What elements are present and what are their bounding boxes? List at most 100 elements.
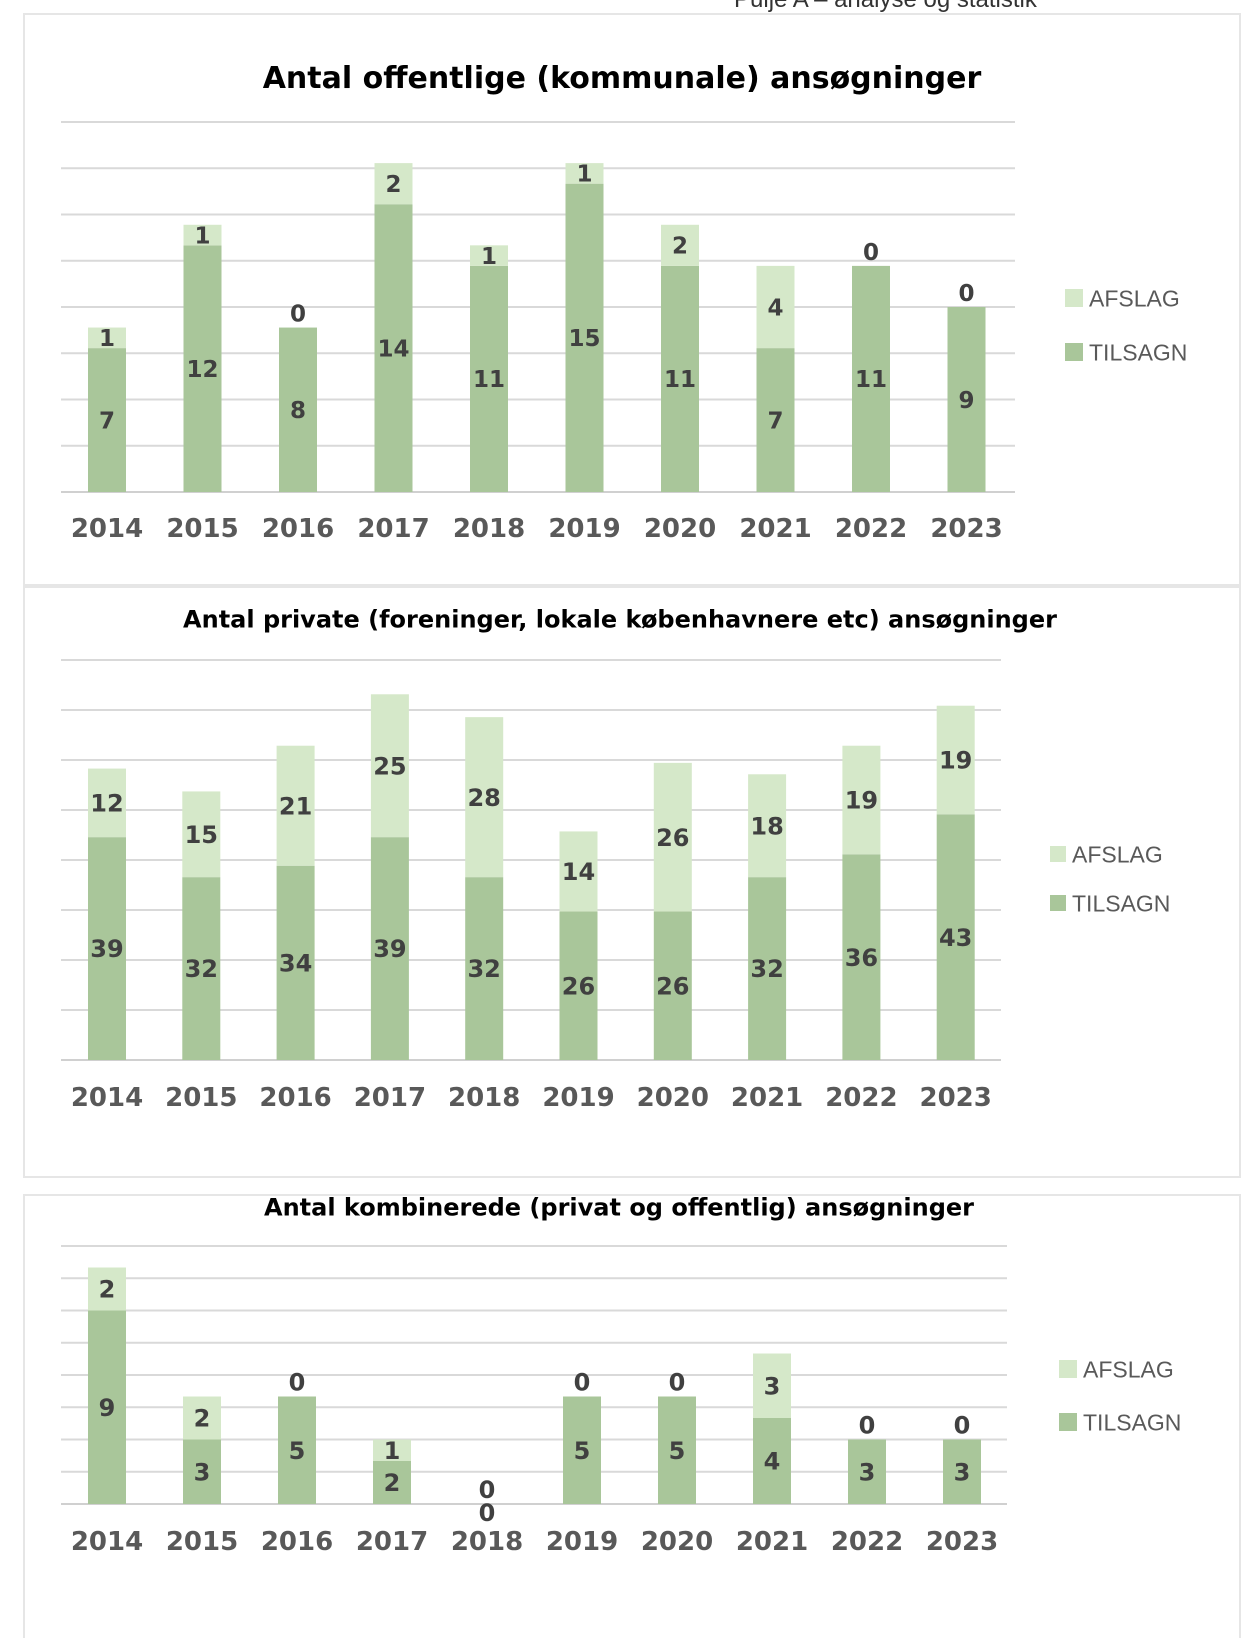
data-label-afslag-2022: 0 [859, 1412, 876, 1440]
data-label-tilsagn-2021: 4 [764, 1448, 781, 1476]
bar-tilsagn-2016 [279, 327, 317, 492]
data-label-afslag-2014: 12 [90, 789, 123, 817]
data-label-tilsagn-2019: 15 [568, 326, 600, 352]
data-label-afslag-2016: 0 [289, 1369, 306, 1397]
data-label-afslag-2022: 19 [845, 787, 878, 815]
bar-tilsagn-2019 [565, 183, 604, 492]
bar-tilsagn-2016 [276, 865, 315, 1060]
x-tick-label-2014: 2014 [71, 1083, 143, 1113]
legend-swatch-tilsagn [1050, 895, 1066, 911]
data-label-afslag-2023: 0 [958, 281, 974, 307]
x-tick-label-2022: 2022 [835, 514, 907, 544]
chart-title: Antal private (foreninger, lokale københ… [183, 605, 1057, 633]
x-tick-label-2017: 2017 [354, 1083, 426, 1113]
data-label-afslag-2018: 28 [467, 784, 500, 812]
bar-afslag-2018 [470, 245, 508, 266]
x-tick-label-2021: 2021 [736, 1527, 808, 1557]
bar-tilsagn-2021 [756, 348, 795, 492]
bar-tilsagn-2022 [848, 1439, 886, 1504]
x-tick-label-2020: 2020 [637, 1083, 709, 1113]
data-label-afslag-2014: 2 [99, 1276, 116, 1304]
legend-label-tilsagn: TILSAGN [1072, 890, 1170, 916]
bar-afslag-2018 [465, 717, 504, 878]
legend-swatch-afslag [1050, 846, 1066, 862]
data-label-afslag-2015: 1 [194, 223, 210, 249]
bar-tilsagn-2015 [183, 245, 222, 492]
chart-panel-kombinerede: Antal kombinerede (privat og offentlig) … [23, 1193, 1241, 1638]
data-label-afslag-2015: 2 [194, 1405, 211, 1433]
x-tick-label-2023: 2023 [920, 1083, 992, 1113]
bar-tilsagn-2018 [465, 877, 504, 1060]
page-header: Pulje A – analyse og statistik [734, 0, 1037, 14]
bar-afslag-2015 [182, 791, 221, 878]
bar-afslag-2017 [373, 1439, 411, 1461]
data-label-tilsagn-2022: 36 [845, 944, 878, 972]
bar-afslag-2023 [936, 705, 975, 815]
legend-swatch-afslag [1065, 289, 1083, 307]
bar-tilsagn-2017 [373, 1461, 411, 1504]
bar-afslag-2016 [276, 745, 315, 866]
legend-label-afslag: AFSLAG [1089, 285, 1180, 311]
bar-tilsagn-2021 [753, 1418, 791, 1504]
x-tick-label-2022: 2022 [825, 1083, 897, 1113]
legend-label-tilsagn: TILSAGN [1083, 1409, 1181, 1435]
bar-afslag-2021 [748, 774, 787, 878]
data-label-afslag-2017: 2 [385, 172, 401, 198]
data-label-tilsagn-2017: 2 [384, 1469, 401, 1497]
data-label-afslag-2014: 1 [99, 326, 115, 352]
bar-afslag-2022 [842, 745, 881, 855]
data-label-tilsagn-2015: 3 [194, 1458, 211, 1486]
bar-tilsagn-2016 [278, 1396, 316, 1504]
x-tick-label-2019: 2019 [548, 514, 620, 544]
bar-afslag-2015 [183, 224, 222, 246]
legend-swatch-tilsagn [1059, 1413, 1077, 1431]
data-label-tilsagn-2023: 3 [954, 1458, 971, 1486]
bar-tilsagn-2019 [563, 1396, 601, 1504]
bar-tilsagn-2019 [559, 911, 598, 1060]
bar-afslag-2020 [661, 224, 699, 266]
data-label-afslag-2016: 0 [290, 302, 306, 328]
x-tick-label-2023: 2023 [930, 514, 1002, 544]
data-label-tilsagn-2016: 8 [290, 398, 306, 424]
data-label-afslag-2017: 25 [373, 752, 406, 780]
legend-label-tilsagn: TILSAGN [1089, 339, 1187, 365]
data-label-tilsagn-2014: 7 [99, 408, 115, 434]
bar-tilsagn-2014 [88, 1310, 126, 1504]
data-label-afslag-2021: 4 [767, 295, 783, 321]
x-tick-label-2018: 2018 [453, 514, 525, 544]
bar-tilsagn-2021 [748, 877, 787, 1060]
x-tick-label-2020: 2020 [644, 514, 716, 544]
data-label-tilsagn-2016: 34 [279, 949, 312, 977]
data-label-tilsagn-2019: 26 [562, 972, 595, 1000]
data-label-tilsagn-2022: 11 [855, 367, 887, 393]
legend-label-afslag: AFSLAG [1072, 841, 1163, 867]
bar-tilsagn-2020 [661, 265, 699, 492]
x-tick-label-2014: 2014 [71, 514, 143, 544]
data-label-afslag-2015: 15 [185, 821, 218, 849]
legend-label-afslag: AFSLAG [1083, 1356, 1174, 1382]
chart-panel-private: Antal private (foreninger, lokale københ… [23, 586, 1241, 1178]
data-label-tilsagn-2021: 32 [750, 955, 783, 983]
x-tick-label-2018: 2018 [451, 1527, 523, 1557]
bar-tilsagn-2020 [653, 911, 692, 1060]
x-tick-label-2021: 2021 [731, 1083, 803, 1113]
data-label-tilsagn-2017: 39 [373, 935, 406, 963]
bar-afslag-2015 [183, 1396, 221, 1440]
bar-tilsagn-2014 [88, 837, 126, 1060]
data-label-afslag-2021: 18 [750, 812, 783, 840]
chart-private: Antal private (foreninger, lokale københ… [61, 605, 1170, 1113]
data-label-tilsagn-2021: 7 [767, 408, 783, 434]
bar-tilsagn-2023 [936, 814, 975, 1060]
data-label-afslag-2020: 0 [669, 1369, 686, 1397]
chart-title: Antal offentlige (kommunale) ansøgninger [263, 61, 982, 96]
bar-tilsagn-2017 [370, 837, 409, 1060]
data-label-tilsagn-2020: 11 [664, 367, 696, 393]
data-label-tilsagn-2017: 14 [377, 336, 409, 362]
data-label-tilsagn-2014: 9 [99, 1394, 116, 1422]
data-label-tilsagn-2020: 26 [656, 972, 689, 1000]
data-label-tilsagn-2018: 11 [473, 367, 505, 393]
data-label-afslag-2019: 14 [562, 858, 595, 886]
bar-tilsagn-2022 [842, 854, 881, 1060]
x-tick-label-2019: 2019 [542, 1083, 614, 1113]
chart-kombinerede: Antal kombinerede (privat og offentlig) … [61, 1193, 1181, 1557]
